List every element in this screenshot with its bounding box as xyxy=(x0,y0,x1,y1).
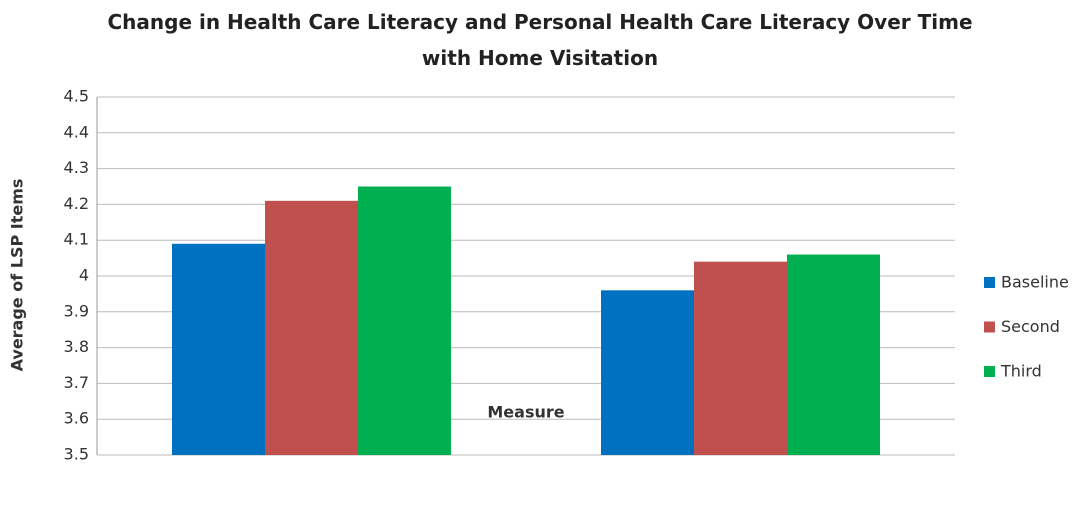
bar xyxy=(601,290,694,455)
legend-label: Second xyxy=(1001,317,1060,336)
bar xyxy=(358,186,451,455)
y-tick-label: 4.5 xyxy=(64,87,89,106)
y-tick-label: 3.8 xyxy=(64,337,89,356)
bar xyxy=(172,243,265,455)
y-tick-label: 4.2 xyxy=(64,194,89,213)
legend-swatch xyxy=(984,366,995,377)
legend-label: Baseline xyxy=(1001,273,1069,292)
y-tick-label: 4 xyxy=(79,266,89,285)
y-tick-label: 3.7 xyxy=(64,373,89,392)
x-axis-title: Measure xyxy=(487,403,564,422)
y-tick-label: 3.6 xyxy=(64,409,89,428)
y-tick-label: 4.3 xyxy=(64,158,89,177)
legend-swatch xyxy=(984,277,995,288)
bar xyxy=(694,261,787,455)
y-tick-label: 4.4 xyxy=(64,122,89,141)
y-axis-title: Average of LSP Items xyxy=(8,179,27,372)
y-tick-label: 3.5 xyxy=(64,445,89,464)
y-tick-label: 4.1 xyxy=(64,230,89,249)
chart-title: Change in Health Care Literacy and Perso… xyxy=(107,10,973,70)
legend-label: Third xyxy=(1000,362,1042,381)
bar xyxy=(265,200,358,455)
legend-swatch xyxy=(984,321,995,333)
bar xyxy=(787,254,880,455)
y-tick-label: 3.9 xyxy=(64,301,89,320)
